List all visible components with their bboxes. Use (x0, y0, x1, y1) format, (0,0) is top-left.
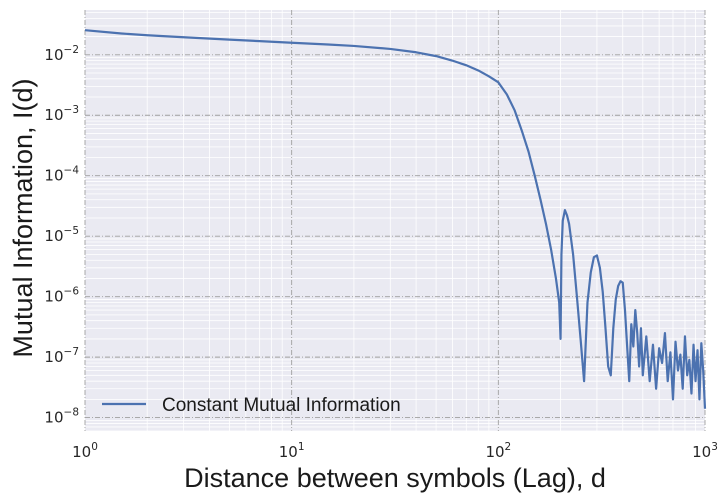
major-grid (84, 10, 706, 431)
x-tick-labels: 100 101 102 103 (72, 441, 718, 461)
y-tick-labels: 10−8 10−7 10−6 10−5 10−4 10−3 10−2 (44, 44, 79, 427)
legend: Constant Mutual Information (102, 395, 401, 416)
y-tick-label: 10−6 (44, 286, 79, 306)
x-tick-label: 102 (485, 441, 511, 461)
y-tick-label: 10−2 (44, 44, 79, 64)
series-line-0 (84, 29, 707, 409)
y-tick-label: 10−3 (44, 104, 79, 124)
series-layer (84, 29, 707, 409)
legend-label: Constant Mutual Information (162, 395, 401, 416)
x-tick-label: 100 (72, 441, 98, 461)
plot-background (85, 10, 705, 431)
x-tick-label: 101 (279, 441, 305, 461)
x-tick-label: 103 (692, 441, 718, 461)
y-tick-label: 10−4 (44, 165, 79, 185)
y-axis-title: Mutual Information, I(d) (8, 78, 38, 357)
x-axis-title: Distance between symbols (Lag), d (184, 463, 606, 493)
y-tick-label: 10−7 (44, 346, 79, 366)
y-tick-label: 10−5 (44, 225, 79, 245)
y-tick-label: 10−8 (44, 407, 79, 427)
